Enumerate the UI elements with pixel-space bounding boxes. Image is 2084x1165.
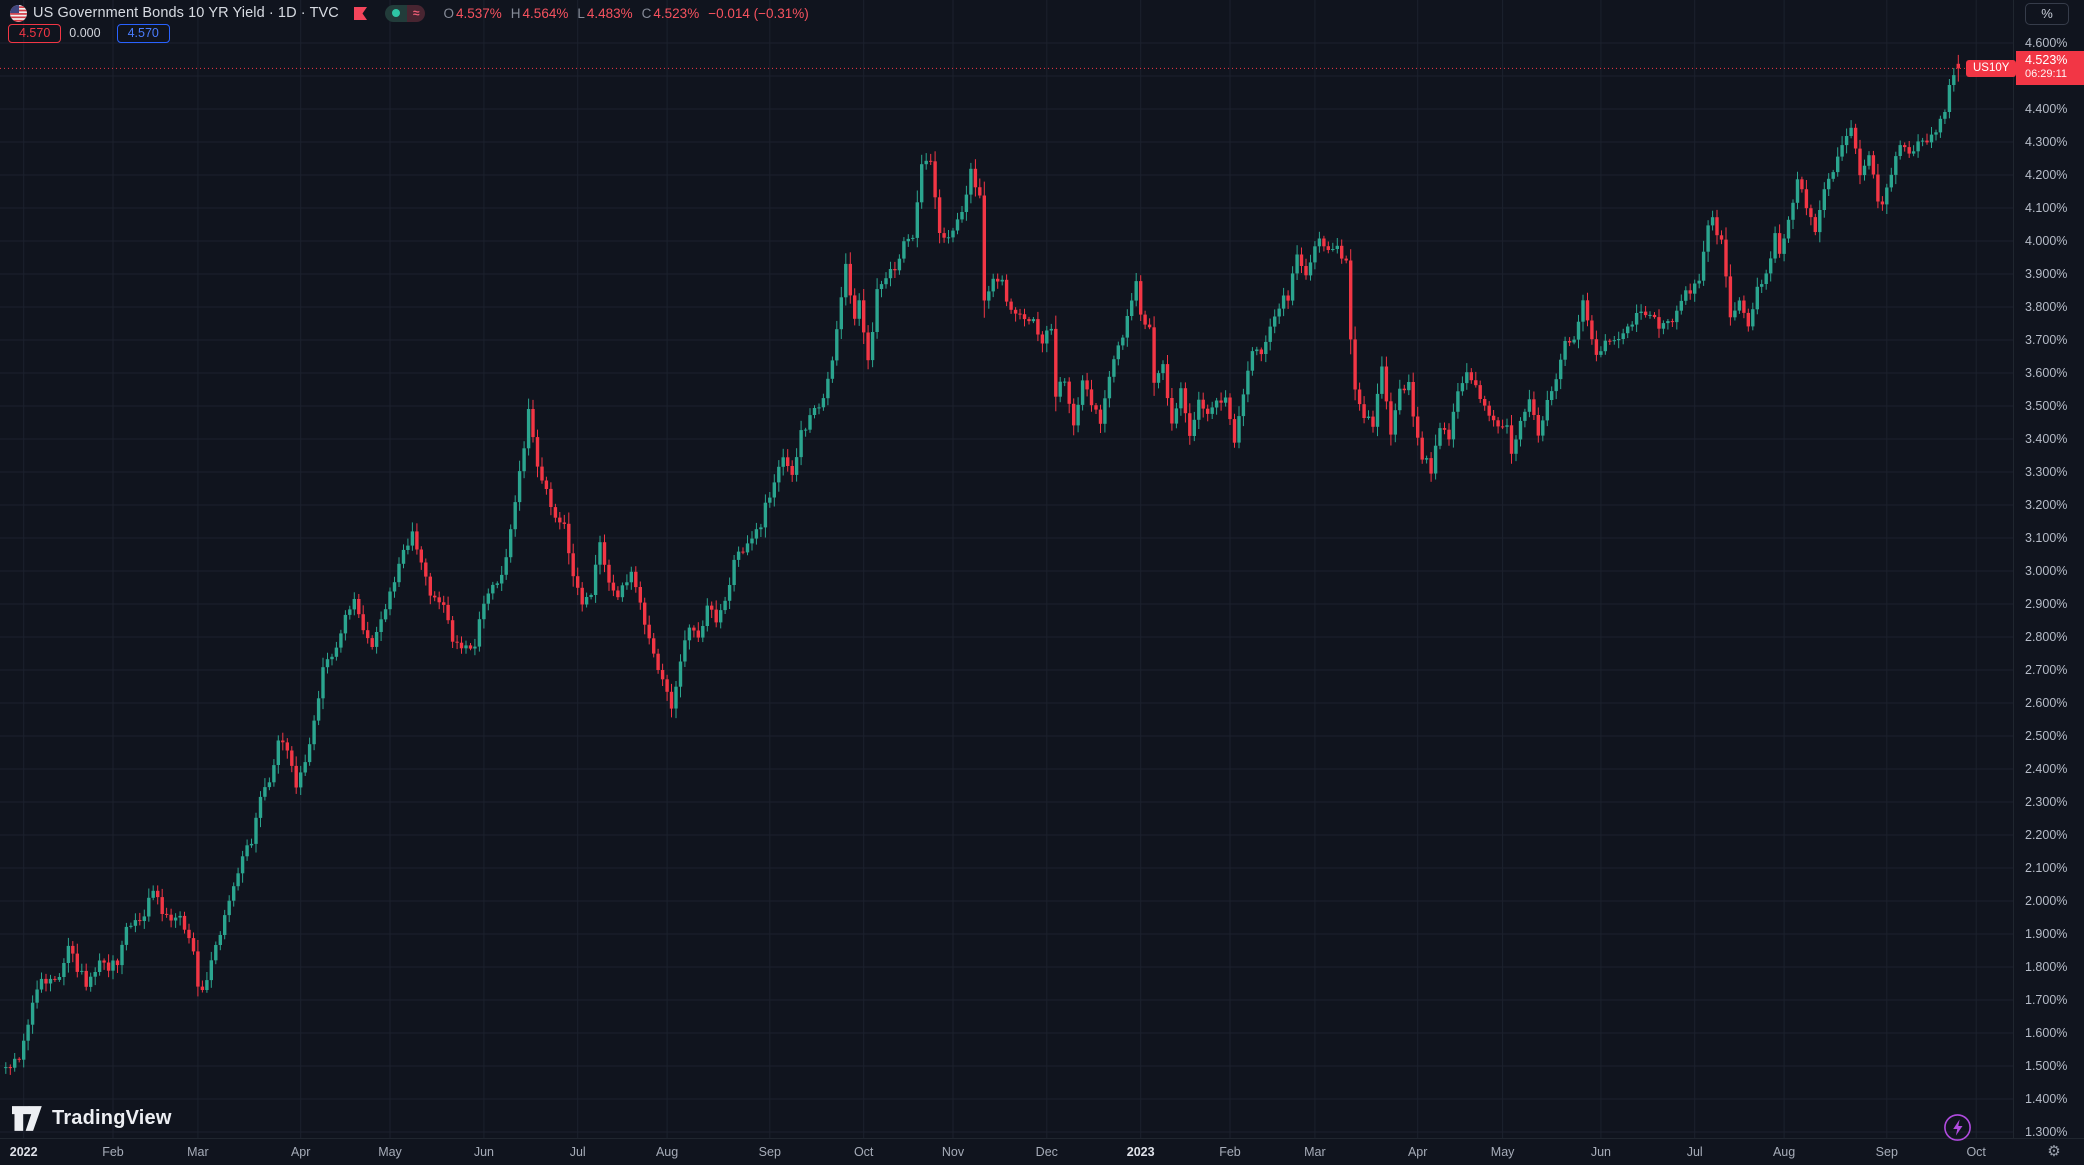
price-axis-label: 3.800%: [2025, 300, 2068, 314]
price-axis-label: 2.300%: [2025, 795, 2068, 809]
price-axis-label: 3.500%: [2025, 399, 2068, 413]
time-axis-label: Jun: [1590, 1145, 1611, 1159]
price-axis-label: 1.900%: [2025, 927, 2068, 941]
time-axis-label: Sep: [758, 1145, 781, 1159]
price-axis-label: 2.200%: [2025, 828, 2068, 842]
price-axis-label: 2.900%: [2025, 597, 2068, 611]
ohlc-value: 4.523%: [653, 5, 700, 21]
price-axis-label: 1.300%: [2025, 1125, 2068, 1139]
tradingview-logo-icon: [12, 1106, 42, 1131]
time-axis-label: Oct: [853, 1145, 874, 1159]
price-axis-label: 4.400%: [2025, 102, 2068, 116]
price-axis-label: 3.600%: [2025, 366, 2068, 380]
price-axis-label: 4.200%: [2025, 168, 2068, 182]
price-axis-label: 2.000%: [2025, 894, 2068, 908]
market-open-status: [384, 4, 407, 22]
time-axis-label: Jul: [1686, 1145, 1703, 1159]
time-axis-label: Oct: [1966, 1145, 1986, 1159]
price-axis-label: 1.500%: [2025, 1059, 2068, 1073]
price-axis-label: 3.400%: [2025, 432, 2068, 446]
price-axis-label: 3.000%: [2025, 564, 2068, 578]
time-axis-settings-gear-icon[interactable]: ⚙: [2047, 1143, 2061, 1160]
price-axis-label: 2.700%: [2025, 663, 2068, 677]
price-axis[interactable]: % 4.600%4.500%4.400%4.300%4.200%4.100%4.…: [2013, 0, 2084, 1139]
ohlc-readout: O 4.537% H 4.564% L 4.483% C 4.523% −0.014 (−0.…: [443, 6, 808, 21]
symbol-price-line-label: US10Y: [1966, 59, 2017, 77]
ohlc-label: L: [577, 5, 585, 21]
time-axis-label: Dec: [1035, 1145, 1058, 1159]
price-axis-label: 4.600%: [2025, 36, 2068, 50]
time-axis-label: Mar: [187, 1145, 209, 1159]
red-flag-icon: [353, 6, 367, 20]
time-axis-label: Feb: [102, 1145, 124, 1159]
time-axis-label: Nov: [941, 1145, 965, 1159]
ohlc-label: O: [443, 5, 454, 21]
price-axis-label: 4.000%: [2025, 234, 2068, 248]
market-open-dot-icon: [391, 9, 400, 17]
time-axis-label: Apr: [290, 1145, 311, 1159]
us-flag-icon: [10, 4, 27, 22]
time-axis-label: Aug: [655, 1145, 679, 1159]
ohlc-label: H: [510, 5, 521, 21]
instant-trading-lightning-button[interactable]: [1943, 1113, 1972, 1142]
price-axis-label: 1.700%: [2025, 993, 2068, 1007]
ohlc-label: C: [641, 5, 652, 21]
ohlc-value: 4.564%: [522, 5, 569, 21]
chart-canvas[interactable]: US10Y TradingView: [0, 0, 2017, 1141]
price-axis-label: 4.300%: [2025, 135, 2068, 149]
ohlc-value: 4.537%: [456, 5, 502, 21]
ask-price-badge[interactable]: 4.570: [116, 23, 170, 43]
price-axis-label: 2.800%: [2025, 630, 2068, 644]
price-axis-label: 1.600%: [2025, 1026, 2068, 1040]
approximate-values-indicator: ≈: [406, 4, 426, 22]
price-axis-label: 3.900%: [2025, 267, 2068, 281]
time-axis-label: Sep: [1875, 1145, 1898, 1159]
spread-value: 0.000: [69, 26, 101, 40]
time-axis-label: May: [1490, 1145, 1515, 1159]
time-axis-label: 2022: [9, 1145, 38, 1159]
time-axis-label: Feb: [1219, 1145, 1241, 1159]
time-axis-label: Mar: [1304, 1145, 1326, 1159]
time-axis-label: 2023: [1126, 1145, 1155, 1159]
price-axis-label: 3.100%: [2025, 531, 2068, 545]
time-axis-label: Jun: [473, 1145, 494, 1159]
price-axis-label: 4.100%: [2025, 201, 2068, 215]
tradingview-logo-text: TradingView: [52, 1107, 172, 1129]
lightning-icon: [1944, 1114, 1971, 1141]
price-axis-label: 3.700%: [2025, 333, 2068, 347]
symbol-title[interactable]: US Government Bonds 10 YR Yield · 1D · T…: [33, 5, 339, 21]
price-axis-label: 3.300%: [2025, 465, 2068, 479]
tradingview-logo[interactable]: TradingView: [12, 1106, 172, 1131]
time-axis[interactable]: 2022 Feb Mar Apr May Jun Jul Aug Sep Oct Nov Dec 202…: [0, 1138, 2084, 1165]
time-axis-label: Apr: [1407, 1145, 1428, 1159]
price-axis-label: 2.100%: [2025, 861, 2068, 875]
price-axis-label: 2.600%: [2025, 696, 2068, 710]
ohlc-value: 4.483%: [586, 5, 633, 21]
bid-price-badge[interactable]: 4.570: [8, 23, 62, 43]
price-axis-label: 3.200%: [2025, 498, 2068, 512]
time-axis-label: Jul: [569, 1145, 586, 1159]
price-axis-label: 2.500%: [2025, 729, 2068, 743]
bar-countdown: 06:29:11: [2025, 68, 2068, 81]
change-value: −0.014 (−0.31%): [708, 5, 809, 21]
time-axis-label: May: [378, 1145, 402, 1159]
price-axis-label: 1.800%: [2025, 960, 2068, 974]
price-axis-label: 2.400%: [2025, 762, 2068, 776]
market-status-toggle[interactable]: ≈: [384, 4, 426, 22]
last-price-value: 4.523%: [2025, 53, 2068, 68]
last-price-badge: 4.523% 06:29:11: [2016, 51, 2084, 86]
price-axis-label: 1.400%: [2025, 1092, 2068, 1106]
flag-symbol-button[interactable]: [353, 5, 369, 21]
time-axis-label: Aug: [1772, 1145, 1796, 1159]
percent-scale-button[interactable]: %: [2025, 3, 2069, 25]
